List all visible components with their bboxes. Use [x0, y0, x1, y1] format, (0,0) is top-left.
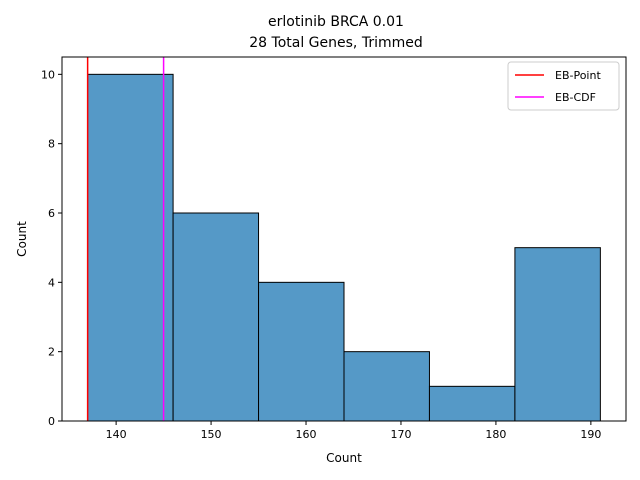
x-tick-label: 140 — [106, 428, 127, 441]
y-tick-label: 6 — [48, 207, 55, 220]
bars-group — [87, 73, 601, 422]
legend: EB-Point EB-CDF — [507, 61, 620, 111]
legend-label-eb-point: EB-Point — [555, 69, 601, 82]
plot-frame — [61, 56, 627, 422]
histogram-bar — [514, 247, 601, 422]
y-axis-ticks: 0 2 4 6 8 10 — [41, 68, 62, 428]
x-tick-label: 190 — [580, 428, 601, 441]
x-tick-label: 180 — [485, 428, 506, 441]
y-tick-label: 8 — [48, 138, 55, 151]
y-tick-label: 2 — [48, 346, 55, 359]
y-tick-label: 10 — [41, 68, 55, 81]
reference-lines-group — [86, 57, 165, 421]
chart-title-line2: 28 Total Genes, Trimmed — [249, 35, 422, 51]
y-axis-label: Count — [15, 221, 29, 257]
legend-label-eb-cdf: EB-CDF — [555, 91, 596, 104]
x-axis-label: Count — [326, 451, 362, 465]
y-tick-label: 4 — [48, 276, 55, 289]
x-tick-label: 170 — [390, 428, 411, 441]
histogram-bar — [428, 385, 516, 422]
histogram-bar — [87, 73, 174, 422]
y-tick-label: 0 — [48, 415, 55, 428]
histogram-bar — [172, 212, 260, 422]
histogram-bar — [258, 281, 345, 422]
x-tick-label: 150 — [201, 428, 222, 441]
x-axis-ticks: 140 150 160 170 180 190 — [106, 421, 601, 441]
histogram-bar — [343, 351, 430, 422]
legend-frame — [507, 61, 620, 111]
x-tick-label: 160 — [296, 428, 317, 441]
chart-title-line1: erlotinib BRCA 0.01 — [268, 14, 404, 30]
